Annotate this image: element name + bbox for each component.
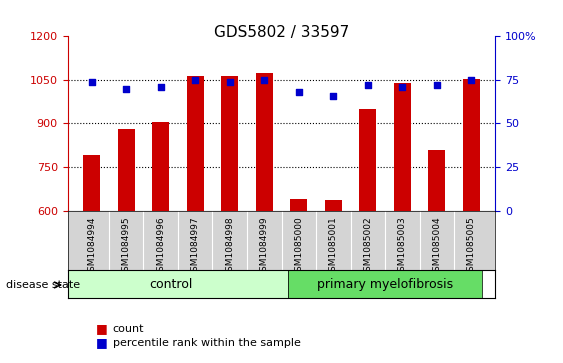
- Text: percentile rank within the sample: percentile rank within the sample: [113, 338, 301, 348]
- Text: GSM1085002: GSM1085002: [363, 216, 372, 277]
- Text: ■: ■: [96, 322, 108, 335]
- Bar: [152, 122, 169, 211]
- Point: [260, 77, 269, 83]
- Point: [294, 89, 303, 95]
- Bar: [463, 79, 480, 211]
- Text: GSM1084999: GSM1084999: [260, 216, 269, 277]
- Bar: [359, 109, 377, 211]
- Point: [156, 84, 165, 90]
- Point: [191, 77, 200, 83]
- Text: GSM1085004: GSM1085004: [432, 216, 441, 277]
- Point: [467, 77, 476, 83]
- Point: [329, 93, 338, 98]
- Text: ■: ■: [96, 337, 108, 350]
- Bar: [256, 73, 273, 211]
- Bar: [221, 76, 238, 211]
- Text: GSM1084997: GSM1084997: [191, 216, 200, 277]
- Point: [87, 79, 96, 85]
- FancyBboxPatch shape: [288, 270, 481, 298]
- Text: disease state: disease state: [6, 280, 80, 290]
- Text: count: count: [113, 323, 144, 334]
- Text: GSM1085005: GSM1085005: [467, 216, 476, 277]
- Point: [363, 82, 372, 88]
- Point: [122, 86, 131, 91]
- Text: primary myelofibrosis: primary myelofibrosis: [317, 278, 453, 290]
- Text: GSM1085000: GSM1085000: [294, 216, 303, 277]
- Text: GSM1084994: GSM1084994: [87, 216, 96, 277]
- Text: GDS5802 / 33597: GDS5802 / 33597: [214, 25, 349, 40]
- Point: [225, 79, 234, 85]
- Text: GSM1084998: GSM1084998: [225, 216, 234, 277]
- Text: GSM1084996: GSM1084996: [156, 216, 165, 277]
- Text: control: control: [149, 278, 193, 290]
- FancyBboxPatch shape: [68, 270, 288, 298]
- Text: GSM1084995: GSM1084995: [122, 216, 131, 277]
- Bar: [118, 129, 135, 211]
- Text: GSM1085001: GSM1085001: [329, 216, 338, 277]
- Text: GSM1085003: GSM1085003: [398, 216, 407, 277]
- Bar: [394, 83, 411, 211]
- Bar: [186, 76, 204, 211]
- Bar: [290, 199, 307, 211]
- Bar: [83, 155, 100, 211]
- Point: [398, 84, 407, 90]
- Bar: [428, 150, 445, 211]
- Bar: [325, 200, 342, 211]
- Point: [432, 82, 441, 88]
